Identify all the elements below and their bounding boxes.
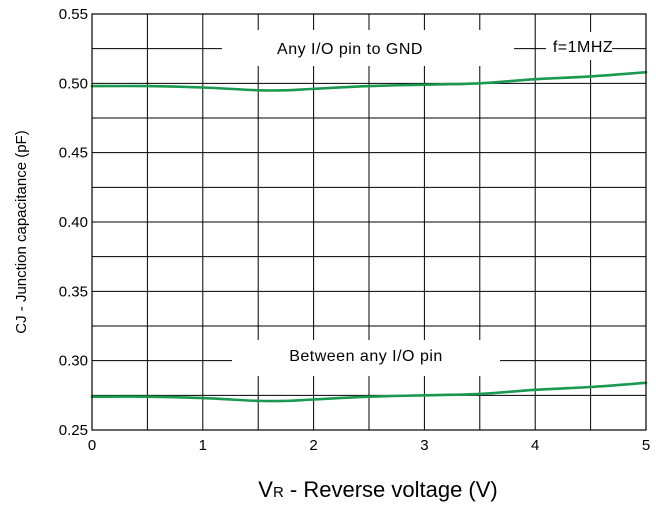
annotation-between-io-pins: Between any I/O pin: [289, 348, 443, 365]
x-axis-title-rest: - Reverse voltage (V): [284, 477, 498, 502]
annotation-background: [222, 30, 514, 66]
annotation-background: [546, 32, 612, 60]
x-tick-label: 3: [420, 437, 428, 454]
y-tick-label: 0.25: [59, 422, 88, 439]
y-tick-label: 0.55: [59, 6, 88, 23]
y-tick-label: 0.40: [59, 214, 88, 231]
x-tick-label: 5: [642, 437, 650, 454]
x-tick-label: 1: [199, 437, 207, 454]
y-tick-label: 0.50: [59, 75, 88, 92]
tick-labels: 0 1 2 3 4 5 0.25 0.30 0.35 0.40 0.45 0.50 0.55: [59, 6, 650, 454]
y-axis-title: CJ - Junction capacitance (pF): [13, 130, 30, 333]
x-tick-label: 2: [309, 437, 317, 454]
series-lines: [90, 70, 648, 403]
x-axis-title-subscript: R: [273, 484, 284, 501]
x-tick-label: 4: [531, 437, 539, 454]
series-line-between-io: [90, 381, 648, 403]
annotation-background: [232, 340, 500, 376]
y-tick-label: 0.45: [59, 145, 88, 162]
x-axis-title-main: V: [258, 477, 273, 502]
y-tick-label: 0.35: [59, 283, 88, 300]
annotation-frequency: f=1MHZ: [553, 39, 613, 56]
x-tick-label: 0: [88, 437, 96, 454]
grid-lines: [92, 14, 646, 430]
series-line-io-to-gnd: [90, 70, 648, 92]
y-tick-label: 0.30: [59, 353, 88, 370]
plot-frame: [91, 13, 647, 431]
annotation-backgrounds: [222, 30, 612, 376]
annotation-any-io-to-gnd: Any I/O pin to GND: [277, 41, 423, 58]
x-axis-title: VR - Reverse voltage (V): [258, 477, 498, 502]
